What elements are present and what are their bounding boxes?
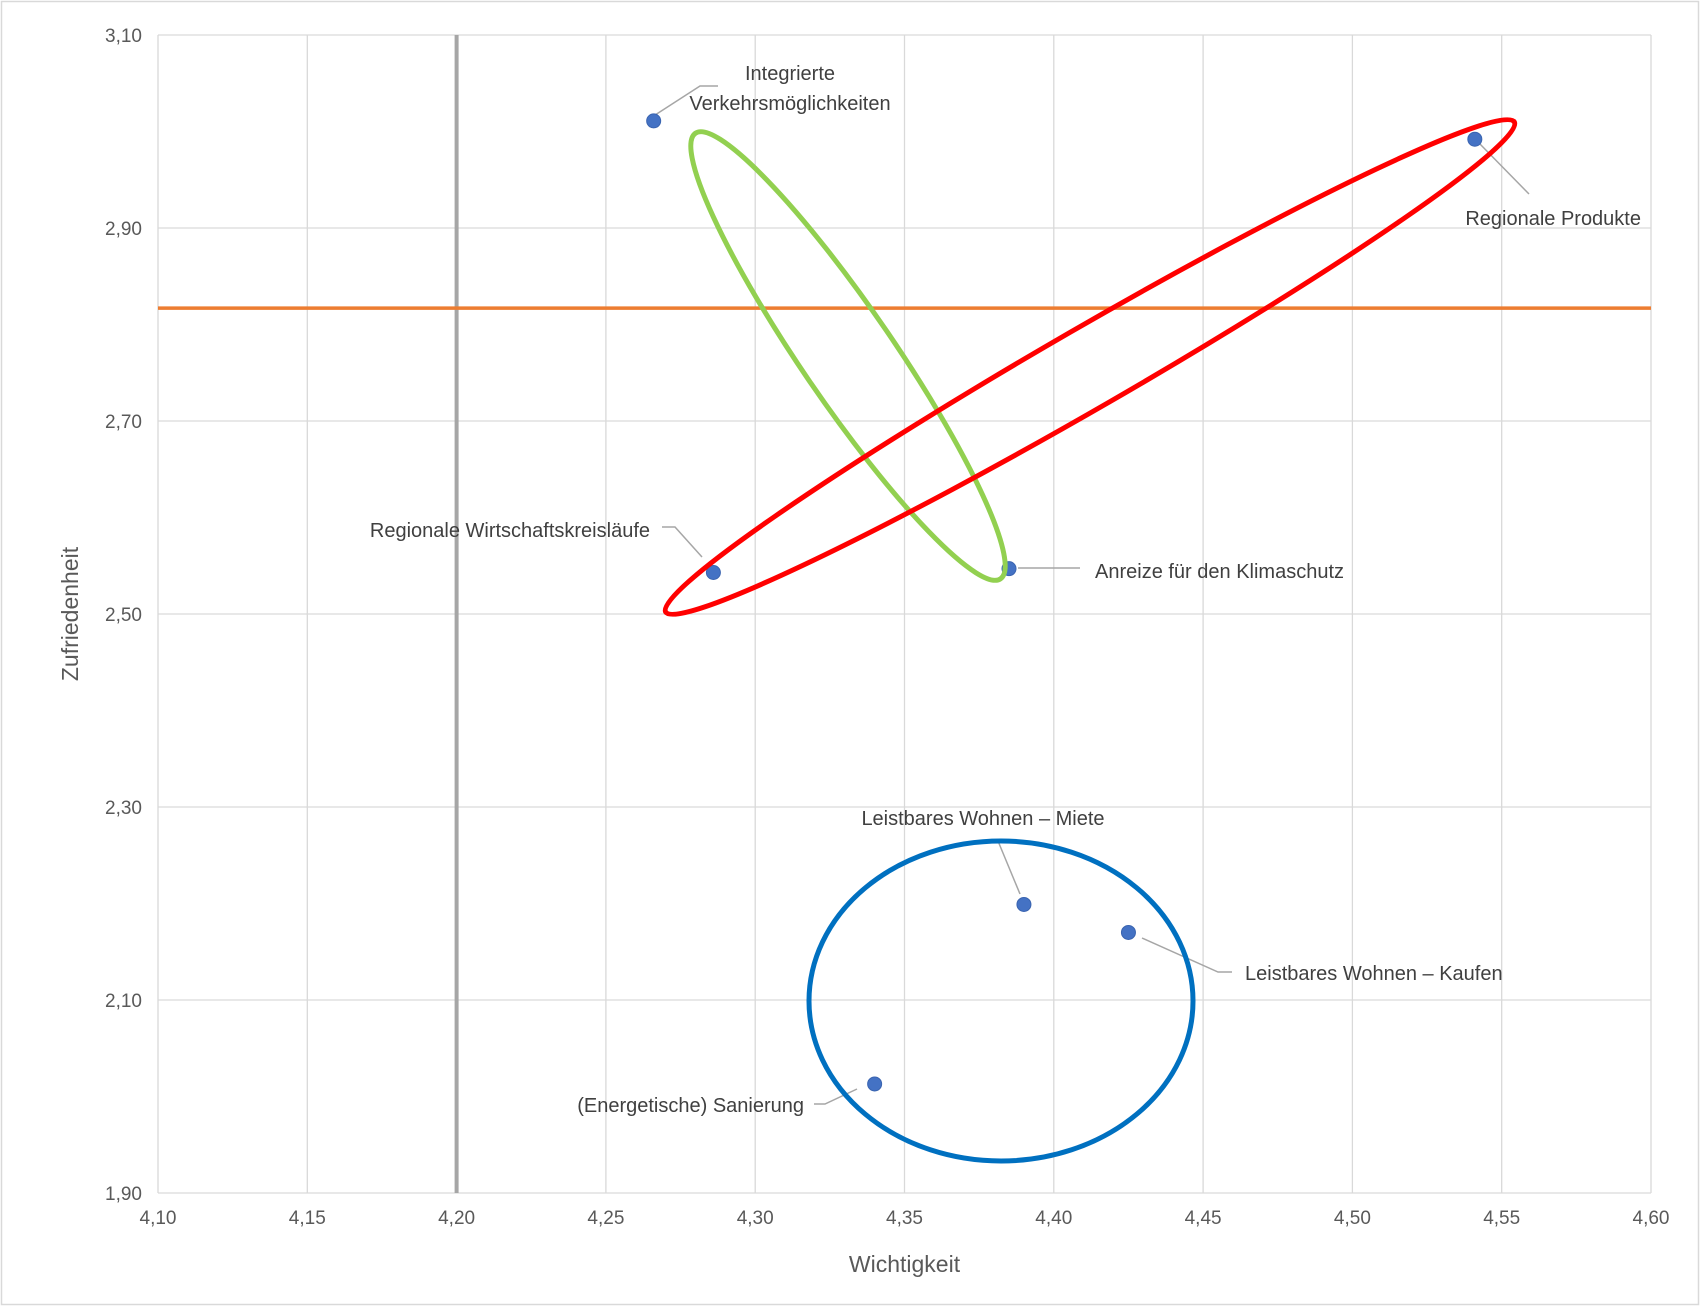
x-tick-label: 4,50 <box>1334 1208 1371 1229</box>
y-tick-label: 3,10 <box>105 26 142 47</box>
label-leader-line <box>1477 141 1530 195</box>
data-label: Anreize für den Klimaschutz <box>1095 561 1344 583</box>
label-leader-line <box>651 85 718 118</box>
x-tick-label: 4,60 <box>1633 1208 1670 1229</box>
label-leader-line <box>1141 937 1232 973</box>
x-tick-label: 4,40 <box>1035 1208 1072 1229</box>
x-tick-label: 4,55 <box>1483 1208 1520 1229</box>
data-label: Regionale Wirtschaftskreisläufe <box>370 520 650 542</box>
y-axis-title: Zufriedenheit <box>57 546 83 681</box>
y-tick-label: 2,50 <box>105 605 142 626</box>
data-point <box>646 113 662 129</box>
x-tick-label: 4,45 <box>1185 1208 1222 1229</box>
data-point <box>705 565 721 581</box>
highlight-ellipse <box>806 838 1196 1164</box>
data-point <box>867 1076 883 1092</box>
data-point <box>1120 924 1136 940</box>
y-tick-label: 1,90 <box>105 1184 142 1205</box>
x-tick-label: 4,20 <box>438 1208 475 1229</box>
y-tick-label: 2,90 <box>105 219 142 240</box>
data-label: Leistbares Wohnen – Miete <box>861 808 1104 830</box>
x-tick-label: 4,10 <box>140 1208 177 1229</box>
data-point <box>1016 896 1032 912</box>
x-tick-label: 4,25 <box>587 1208 624 1229</box>
data-label: Integrierte Verkehrsmöglichkeiten <box>689 63 890 115</box>
data-point <box>1467 131 1483 147</box>
y-tick-label: 2,10 <box>105 991 142 1012</box>
y-tick-label: 2,70 <box>105 412 142 433</box>
data-label: Leistbares Wohnen – Kaufen <box>1245 963 1503 985</box>
x-tick-label: 4,30 <box>737 1208 774 1229</box>
data-label: (Energetische) Sanierung <box>577 1095 804 1117</box>
x-axis-title: Wichtigkeit <box>849 1251 961 1277</box>
highlight-ellipse <box>688 129 1008 583</box>
data-label: Regionale Produkte <box>1465 208 1641 230</box>
x-tick-label: 4,35 <box>886 1208 923 1229</box>
label-leader-line <box>997 840 1021 895</box>
label-leader-line <box>662 526 703 558</box>
highlight-ellipse <box>662 117 1518 617</box>
x-tick-label: 4,15 <box>289 1208 326 1229</box>
y-tick-label: 2,30 <box>105 798 142 819</box>
